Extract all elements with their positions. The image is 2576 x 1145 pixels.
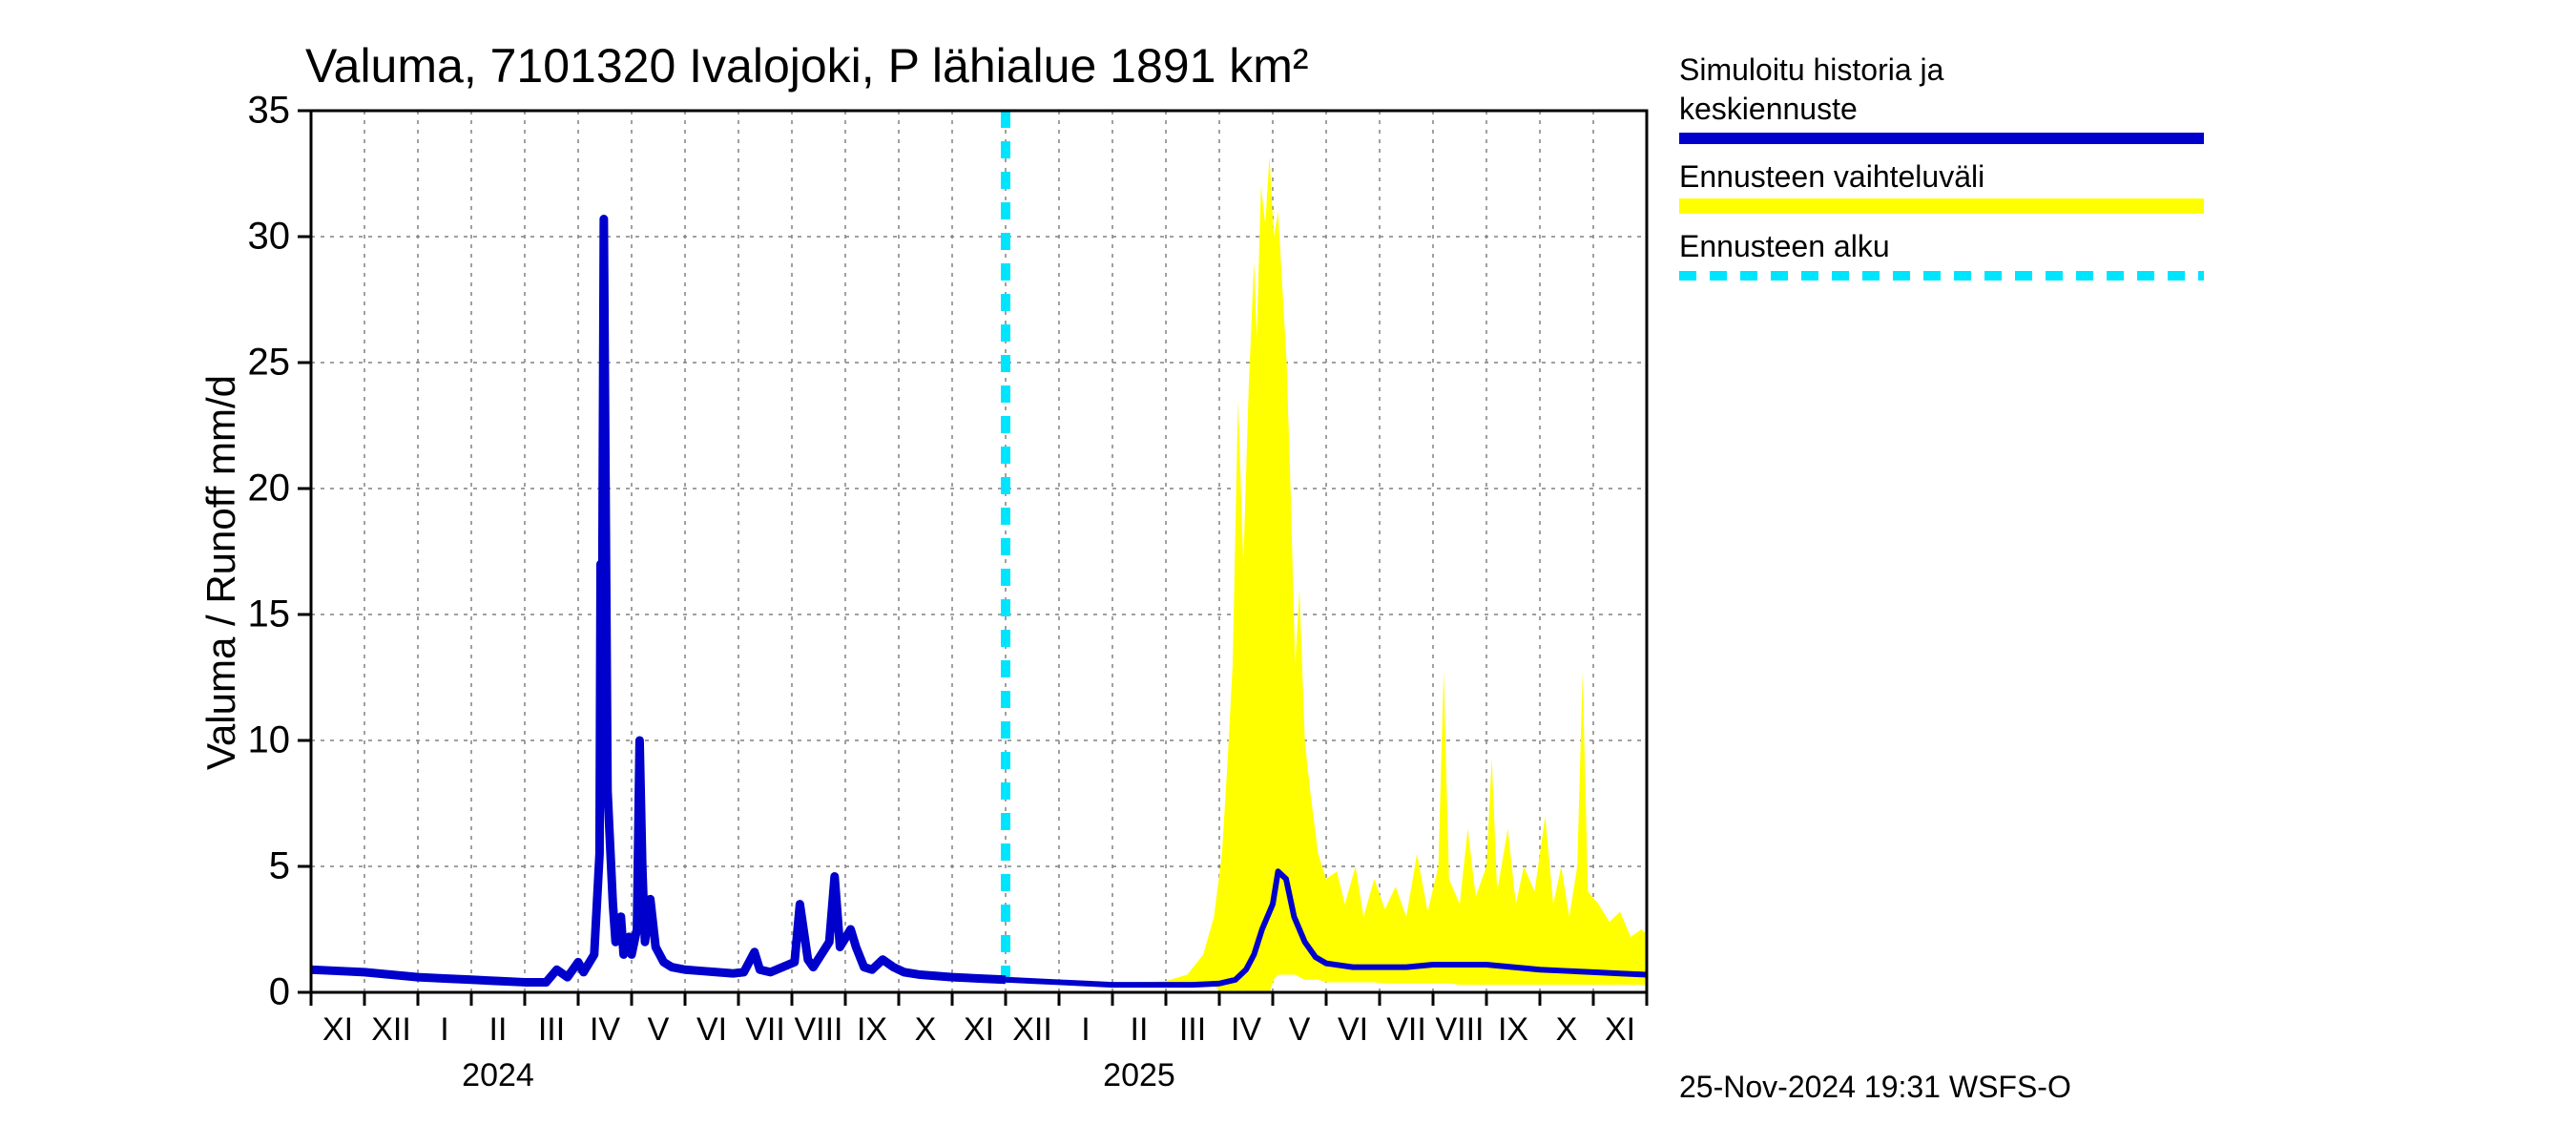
- x-tick-month: VI: [1338, 1011, 1368, 1049]
- x-tick-month: VII: [1386, 1011, 1426, 1049]
- x-tick-month: XI: [964, 1011, 994, 1049]
- legend-swatch: [1679, 198, 2204, 212]
- x-tick-month: II: [1131, 1011, 1149, 1049]
- legend-swatch: [1679, 268, 2204, 280]
- x-tick-month: I: [1081, 1011, 1090, 1049]
- x-tick-month: IX: [1498, 1011, 1528, 1049]
- x-tick-month: IX: [857, 1011, 887, 1049]
- y-tick-label: 30: [248, 216, 291, 259]
- x-tick-month: I: [440, 1011, 448, 1049]
- timestamp-label: 25-Nov-2024 19:31 WSFS-O: [1679, 1070, 2071, 1105]
- x-tick-month: X: [1556, 1011, 1578, 1049]
- x-year-label: 2025: [1103, 1057, 1175, 1094]
- y-tick-label: 20: [248, 468, 291, 510]
- y-tick-label: 25: [248, 342, 291, 385]
- x-tick-month: XI: [322, 1011, 353, 1049]
- x-tick-month: XII: [1012, 1011, 1052, 1049]
- y-tick-label: 5: [269, 845, 290, 888]
- x-year-label: 2024: [462, 1057, 534, 1094]
- x-tick-month: VIII: [1435, 1011, 1484, 1049]
- x-tick-month: X: [915, 1011, 937, 1049]
- x-tick-month: IV: [590, 1011, 620, 1049]
- y-tick-label: 35: [248, 90, 291, 133]
- x-tick-month: IV: [1231, 1011, 1261, 1049]
- x-tick-month: VIII: [794, 1011, 842, 1049]
- legend-swatch: [1679, 131, 2204, 142]
- x-tick-month: XII: [371, 1011, 411, 1049]
- legend-label: Ennusteen alku: [1679, 229, 2204, 264]
- y-tick-label: 0: [269, 971, 290, 1014]
- x-tick-month: VII: [745, 1011, 785, 1049]
- legend-label: Simuloitu historia ja: [1679, 52, 2204, 88]
- legend-label: Ennusteen vaihteluväli: [1679, 159, 2204, 195]
- y-tick-label: 15: [248, 593, 291, 636]
- x-tick-month: III: [1179, 1011, 1206, 1049]
- x-tick-month: VI: [696, 1011, 727, 1049]
- x-tick-month: XI: [1605, 1011, 1635, 1049]
- chart-container: Valuma / Runoff mm/d Valuma, 7101320 Iva…: [0, 0, 2576, 1145]
- chart-title: Valuma, 7101320 Ivalojoki, P lähialue 18…: [305, 38, 1309, 94]
- y-tick-label: 10: [248, 719, 291, 762]
- legend: Simuloitu historia ja keskiennuste Ennuste…: [1679, 52, 2204, 297]
- x-tick-month: V: [648, 1011, 670, 1049]
- x-tick-month: III: [538, 1011, 565, 1049]
- legend-label: keskiennuste: [1679, 92, 2204, 127]
- x-tick-month: V: [1289, 1011, 1311, 1049]
- y-axis-title: Valuma / Runoff mm/d: [198, 375, 244, 770]
- x-tick-month: II: [489, 1011, 508, 1049]
